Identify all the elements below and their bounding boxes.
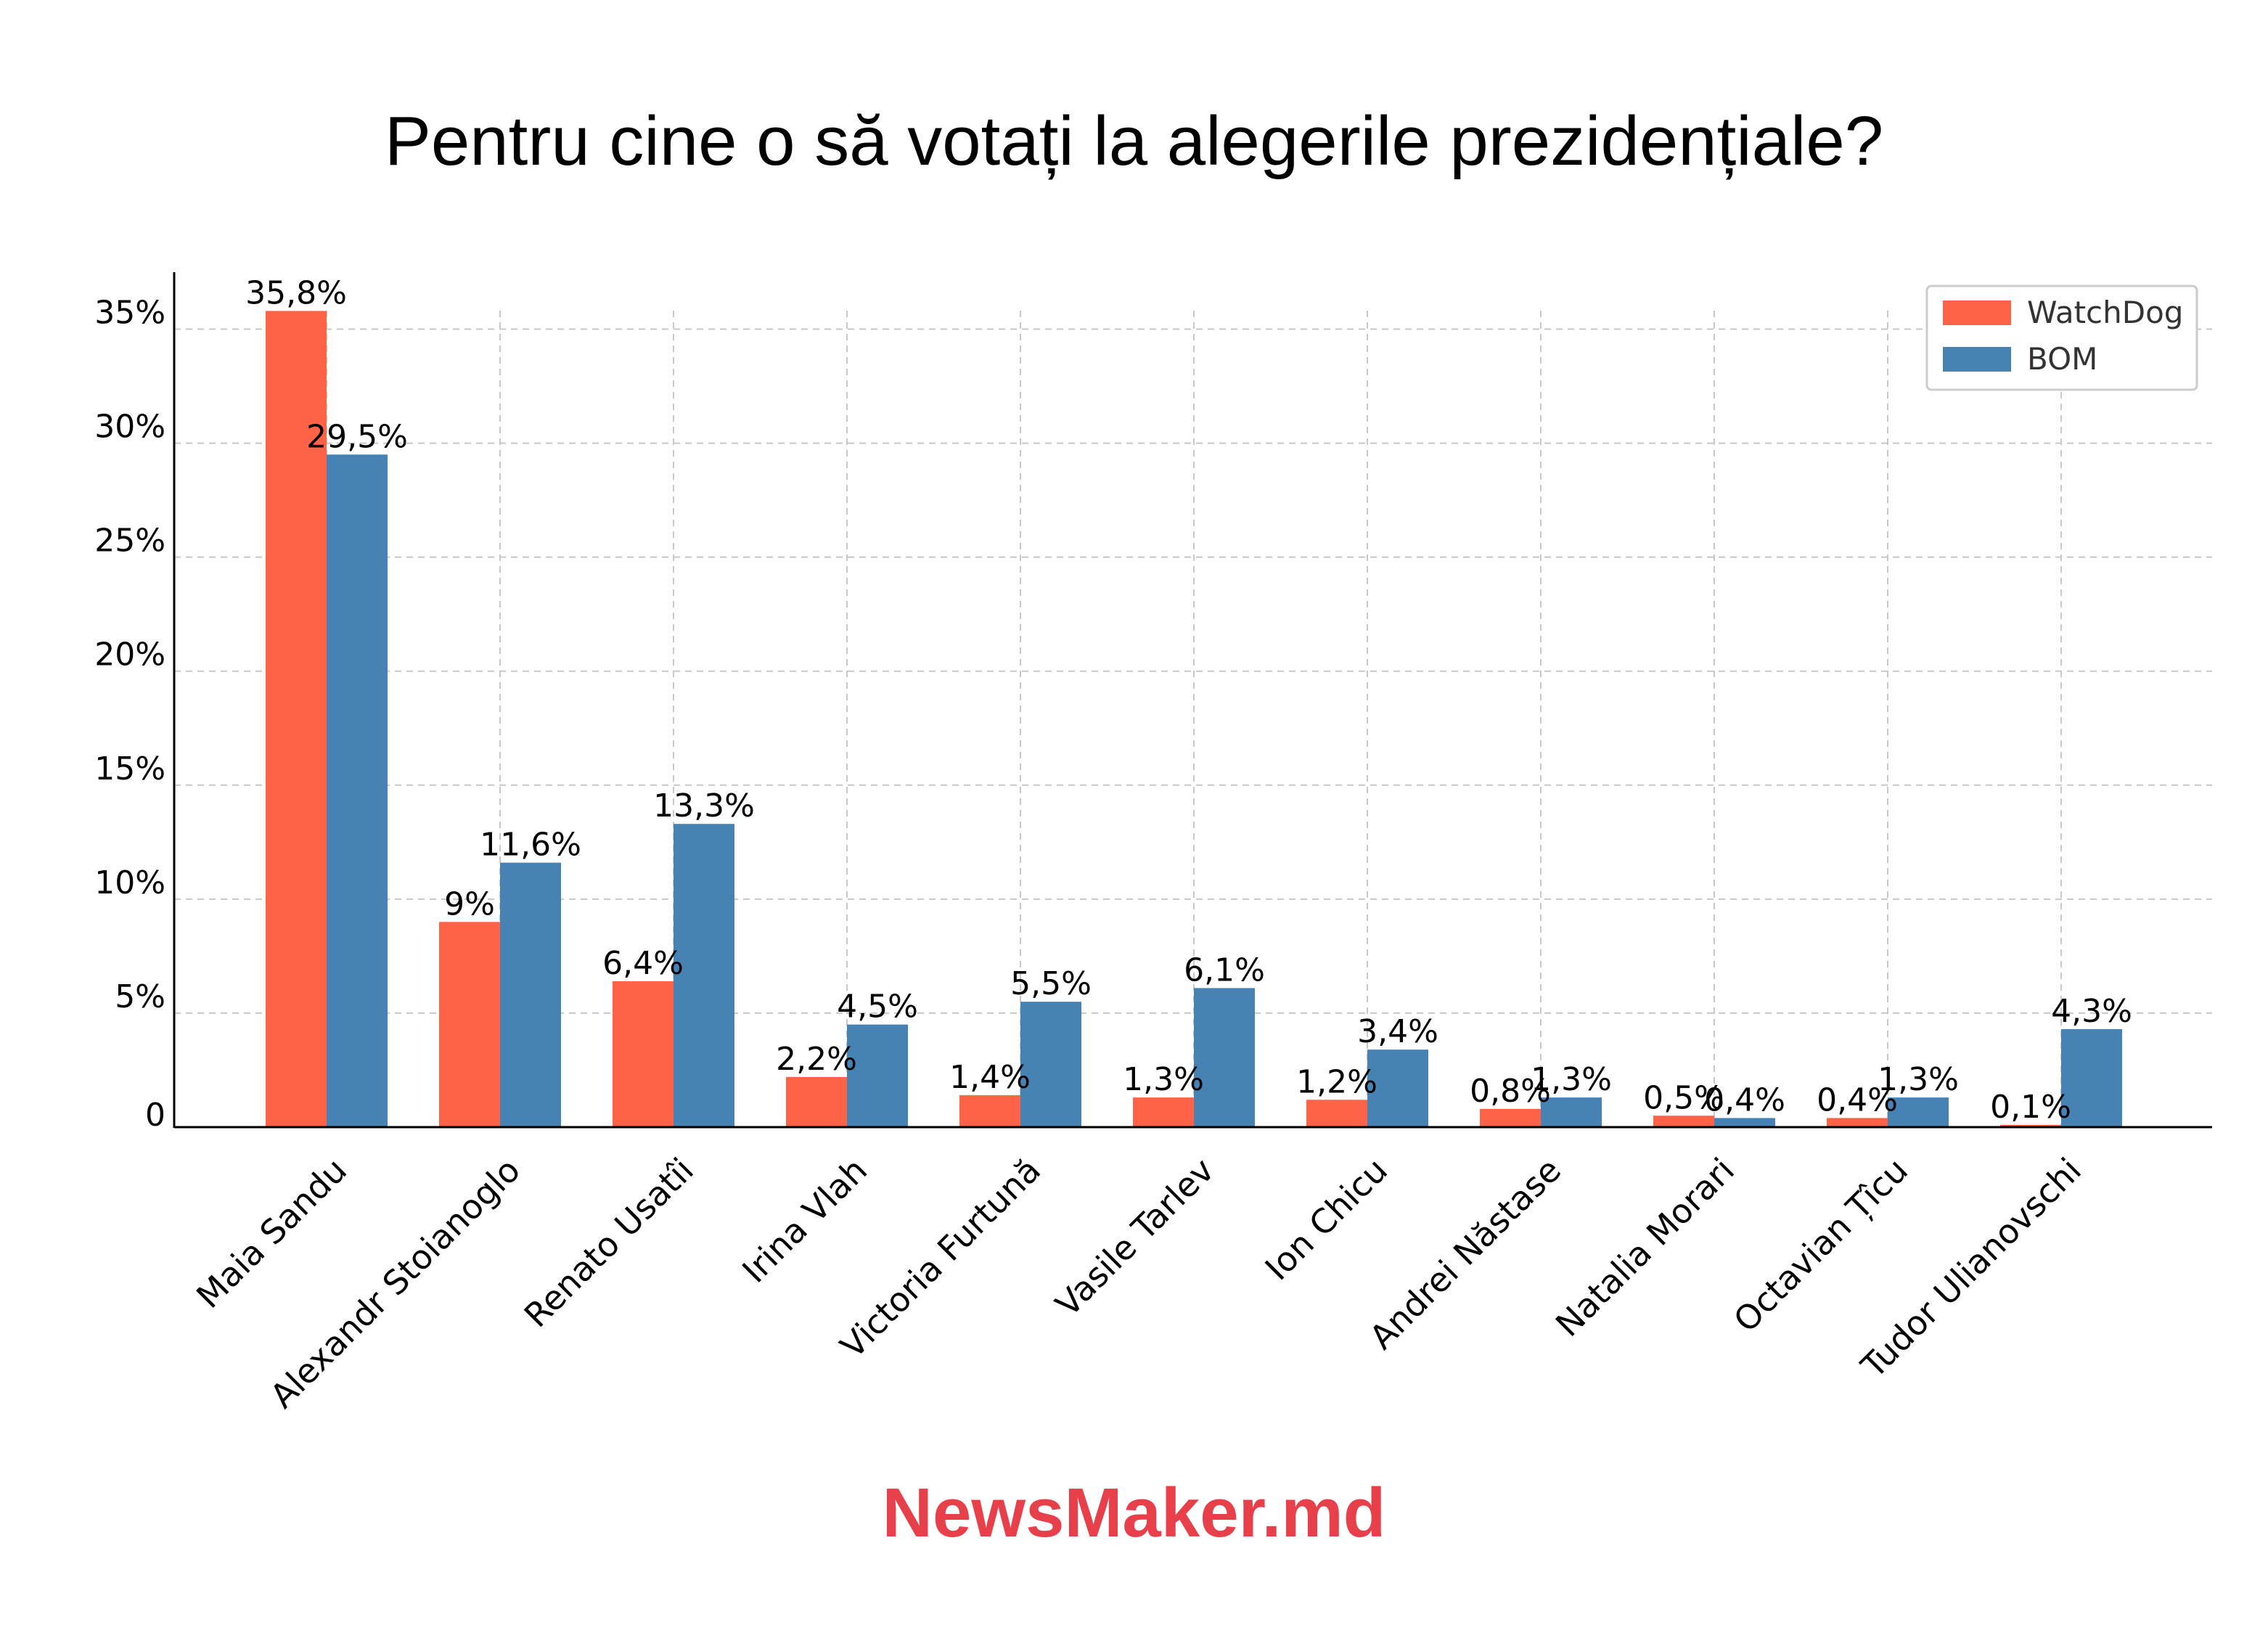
- data-label: 6,1%: [1184, 951, 1265, 989]
- legend: WatchDog BOM: [1925, 285, 2198, 391]
- data-label: 0,5%: [1643, 1079, 1724, 1116]
- bar-watchdog: [439, 922, 500, 1127]
- axes: [173, 272, 2212, 1129]
- y-tick-label: 20%: [94, 637, 165, 674]
- data-label: 29,5%: [306, 418, 408, 455]
- bar-bom: [327, 454, 388, 1127]
- bars: [266, 311, 2122, 1127]
- bar-bom: [674, 824, 734, 1127]
- data-label: 4,3%: [2051, 993, 2132, 1030]
- data-label: 9%: [444, 885, 495, 922]
- bar-bom: [1888, 1097, 1949, 1127]
- bar-bom: [1714, 1118, 1775, 1127]
- labels: 0 5% 10% 15% 20% 25% 30% 35% 35,8% 9% 6,4% 2,2% 1,4%…: [94, 274, 2132, 1415]
- y-tick-label: 10%: [94, 864, 165, 901]
- y-tick-label: 5%: [115, 978, 165, 1015]
- y-tick-label: 0: [145, 1097, 165, 1134]
- y-tick-label: 30%: [94, 409, 165, 446]
- bar-watchdog: [1133, 1097, 1194, 1127]
- data-label: 0,1%: [1990, 1089, 2071, 1126]
- bar-bom: [500, 862, 561, 1127]
- x-tick-label: Andrei Năstase: [1362, 1150, 1569, 1357]
- data-label: 1,3%: [1123, 1061, 1204, 1098]
- data-label: 4,5%: [837, 989, 918, 1026]
- bar-watchdog: [266, 311, 327, 1127]
- bar-bom: [1541, 1097, 1602, 1127]
- data-label: 1,3%: [1531, 1061, 1612, 1098]
- x-tick-label: Renato Usatîi: [517, 1150, 701, 1335]
- bar-bom: [847, 1024, 908, 1127]
- data-label: 0,4%: [1817, 1081, 1898, 1118]
- legend-label: WatchDog: [2027, 295, 2183, 330]
- chart-title: Pentru cine o să votați la alegerile pre…: [384, 102, 1884, 180]
- data-label: 0,8%: [1470, 1073, 1551, 1110]
- bar-watchdog: [613, 981, 674, 1127]
- data-label: 11,6%: [480, 827, 581, 864]
- legend-swatch-watchdog: [1943, 300, 2011, 325]
- data-label: 13,3%: [653, 787, 755, 824]
- data-label: 0,4%: [1704, 1081, 1785, 1118]
- y-tick-label: 25%: [94, 523, 165, 560]
- bar-watchdog: [1306, 1100, 1367, 1127]
- data-label: 2,2%: [776, 1041, 857, 1078]
- bar-watchdog: [786, 1076, 847, 1127]
- data-label: 6,4%: [602, 945, 684, 982]
- data-label: 35,8%: [245, 274, 347, 311]
- bar-watchdog: [959, 1095, 1020, 1127]
- x-tick-label: Vasile Tarlev: [1048, 1150, 1221, 1324]
- x-tick-label: Octavian Țîcu: [1726, 1150, 1916, 1341]
- legend-label: BOM: [2027, 341, 2097, 377]
- bar-watchdog: [1480, 1108, 1541, 1127]
- data-label: 1,3%: [1878, 1061, 1959, 1098]
- x-tick-label: Natalia Morari: [1548, 1150, 1742, 1344]
- x-tick-label: Irina Vlah: [734, 1150, 875, 1290]
- legend-swatch-bom: [1943, 347, 2011, 372]
- bar-bom: [1020, 1002, 1081, 1127]
- bar-watchdog: [1653, 1116, 1714, 1127]
- y-tick-label: 35%: [94, 295, 165, 332]
- x-tick-label: Ion Chicu: [1258, 1150, 1396, 1288]
- x-tick-label: Maia Sandu: [189, 1150, 354, 1316]
- bar-watchdog: [2000, 1124, 2061, 1127]
- data-label: 1,2%: [1296, 1063, 1377, 1100]
- y-tick-label: 15%: [94, 750, 165, 787]
- bar-bom: [1194, 988, 1255, 1127]
- bar-bom: [2061, 1028, 2122, 1127]
- brand-logo: NewsMaker.md: [882, 1474, 1386, 1552]
- data-label: 3,4%: [1357, 1013, 1438, 1050]
- data-label: 1,4%: [949, 1059, 1031, 1096]
- bar-watchdog: [1827, 1118, 1888, 1127]
- data-label: 5,5%: [1010, 965, 1092, 1002]
- bar-bom: [1367, 1049, 1428, 1127]
